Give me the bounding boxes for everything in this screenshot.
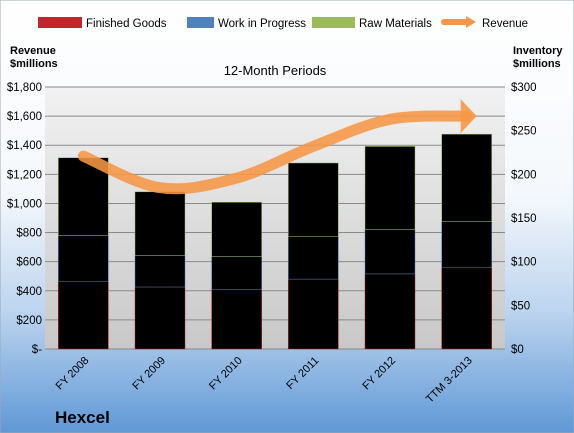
bar-finished-goods <box>441 267 492 350</box>
bar-raw-materials <box>58 157 109 236</box>
bar-raw-materials <box>134 191 186 256</box>
bar-raw-materials <box>288 162 339 237</box>
company-name: Hexcel <box>55 408 110 427</box>
bar-work-in-progress <box>58 235 109 283</box>
legend-label-revenue: Revenue <box>482 18 528 30</box>
plot-area <box>45 87 505 349</box>
left-tick-label: $600 <box>16 257 42 269</box>
left-tick-label: $1,000 <box>7 198 42 210</box>
chart-subtitle: 12-Month Periods <box>224 63 327 78</box>
bar-finished-goods <box>288 278 339 350</box>
left-tick-label: $200 <box>16 315 42 327</box>
left-tick-label: $800 <box>16 228 42 240</box>
left-tick-label: $1,800 <box>7 82 42 94</box>
right-tick-label: $50 <box>511 300 530 312</box>
left-tick-label: $1,200 <box>7 169 42 181</box>
legend-label-work-in-progress: Work in Progress <box>218 18 306 30</box>
bar-raw-materials <box>364 146 416 230</box>
left-tick-label: $1,600 <box>7 111 42 123</box>
legend-swatch-finished-goods <box>38 17 82 28</box>
right-tick-label: $100 <box>511 257 537 269</box>
legend-label-raw-materials: Raw Materials <box>359 18 432 30</box>
bar-finished-goods <box>211 289 262 350</box>
left-tick-label: $400 <box>16 286 42 298</box>
left-tick-label: $1,400 <box>7 140 42 152</box>
bar-work-in-progress <box>364 229 416 275</box>
bar-work-in-progress <box>211 256 262 290</box>
left-tick-label: $- <box>32 344 42 356</box>
legend: Finished Goods Work in Progress Raw Mate… <box>38 16 528 30</box>
right-tick-label: $250 <box>511 126 537 138</box>
bar-raw-materials <box>211 202 262 257</box>
right-tick-label: $300 <box>511 82 537 94</box>
revenue-arrowhead <box>460 99 477 134</box>
bar-finished-goods <box>364 273 416 350</box>
legend-swatch-raw-materials <box>312 17 355 28</box>
bar-work-in-progress <box>134 255 186 288</box>
legend-swatch-revenue-arrowhead <box>466 16 476 28</box>
bar-finished-goods <box>58 281 109 350</box>
right-axis-label-line1: Inventory <box>513 45 563 57</box>
bar-raw-materials <box>441 133 492 222</box>
right-tick-label: $150 <box>511 213 537 225</box>
left-axis-label-line1: Revenue <box>10 45 56 57</box>
legend-swatch-work-in-progress <box>187 17 214 28</box>
legend-label-finished-goods: Finished Goods <box>86 18 167 30</box>
left-axis-label-line2: $millions <box>10 58 58 70</box>
right-tick-label: $200 <box>511 169 537 181</box>
bar-work-in-progress <box>441 221 492 269</box>
bar-finished-goods <box>134 286 186 350</box>
right-axis-label-line2: $millions <box>513 58 561 70</box>
revenue-line <box>77 110 473 195</box>
bar-work-in-progress <box>288 236 339 280</box>
right-tick-label: $0 <box>511 344 524 356</box>
